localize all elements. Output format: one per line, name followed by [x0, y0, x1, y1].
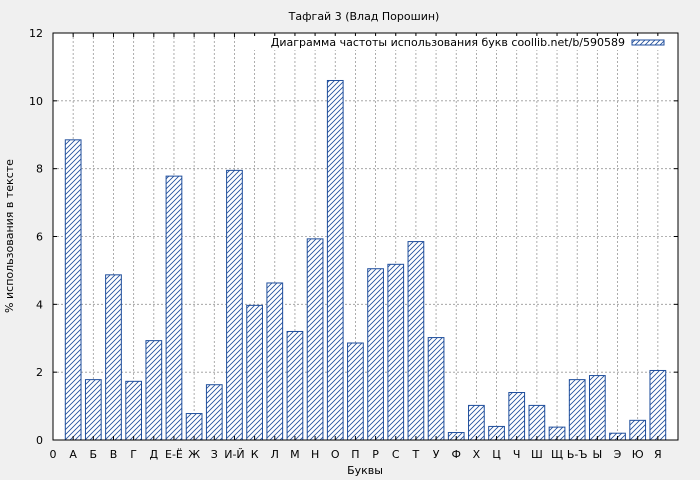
y-axis-title: % использования в тексте — [3, 159, 16, 313]
bar-Х — [468, 404, 485, 441]
x-tick-label: Г — [130, 448, 137, 461]
y-tick-label: 0 — [36, 434, 43, 447]
bar-Т — [407, 241, 425, 441]
x-tick-label: В — [110, 448, 118, 461]
bar-А — [64, 139, 82, 441]
bar-К — [246, 304, 263, 441]
x-tick-label: 0 — [50, 448, 57, 461]
x-tick-label: Ж — [188, 448, 200, 461]
bar-Д — [145, 340, 163, 441]
x-tick-label: Д — [150, 448, 159, 461]
bar-Р — [367, 268, 384, 441]
x-tick-label: Р — [372, 448, 379, 461]
legend-swatch — [631, 39, 665, 46]
x-tick-label: С — [392, 448, 400, 461]
x-tick-label: Е-Ё — [165, 448, 183, 461]
bar-У — [427, 337, 445, 441]
x-tick-label: Н — [311, 448, 319, 461]
x-tick-label: Ф — [451, 448, 460, 461]
x-tick-label: О — [331, 448, 340, 461]
bar-Я — [649, 369, 667, 441]
x-tick-label: К — [251, 448, 259, 461]
bar-Ш — [528, 404, 546, 441]
x-tick-label: И-Й — [224, 448, 244, 461]
bar-З — [205, 384, 223, 441]
y-tick-label: 4 — [36, 298, 43, 311]
y-tick-label: 10 — [29, 95, 43, 108]
bar-В — [105, 274, 122, 441]
legend: Диаграмма частоты использования букв coo… — [242, 36, 670, 50]
x-tick-label: Ю — [632, 448, 644, 461]
x-tick-label: Т — [412, 448, 420, 461]
x-tick-label: П — [351, 448, 359, 461]
bar-С — [387, 263, 405, 441]
y-tick-label: 8 — [36, 163, 43, 176]
chart-title: Тафгай 3 (Влад Порошин) — [288, 10, 440, 23]
bar-П — [347, 342, 364, 441]
y-tick-label: 2 — [36, 366, 43, 379]
x-tick-label: Ч — [513, 448, 521, 461]
bar-Б — [84, 379, 102, 441]
x-tick-label: Ь-Ъ — [567, 448, 588, 461]
bar-О — [326, 79, 344, 441]
bar-Н — [306, 238, 324, 441]
x-tick-label: А — [69, 448, 77, 461]
x-tick-label: У — [433, 448, 440, 461]
bar-И-Й — [226, 169, 243, 441]
x-tick-label: Ш — [531, 448, 543, 461]
x-tick-label: З — [211, 448, 218, 461]
x-tick-label: Х — [473, 448, 481, 461]
bar-Е-Ё — [165, 175, 183, 441]
x-axis-title: Буквы — [347, 464, 383, 477]
bar-Г — [125, 380, 143, 441]
x-tick-label: Л — [271, 448, 279, 461]
x-axis: 0 А Б В Г Д Е-Ё Ж З И-Й К Л М Н О П Р С Т У Ф Х Ц Ч Ш Щ Ь-Ъ Ы Э Ю Я — [50, 33, 662, 461]
x-tick-label: Э — [614, 448, 622, 461]
bar-Ь-Ъ — [568, 379, 586, 441]
bar-Л — [266, 282, 284, 441]
legend-box — [242, 36, 670, 50]
y-tick-label: 6 — [36, 231, 43, 244]
x-tick-label: Б — [90, 448, 98, 461]
legend-label: Диаграмма частоты использования букв coo… — [271, 36, 625, 49]
x-tick-label: Ц — [492, 448, 501, 461]
y-axis: 0 2 4 6 8 10 12 — [29, 27, 678, 447]
x-tick-label: М — [290, 448, 300, 461]
bar-М — [286, 330, 304, 441]
bar-Ч — [508, 392, 526, 441]
y-tick-label: 12 — [29, 27, 43, 40]
x-tick-label: Я — [654, 448, 662, 461]
x-tick-label: Щ — [551, 448, 563, 461]
bar-Ы — [588, 375, 606, 441]
x-tick-label: Ы — [592, 448, 602, 461]
